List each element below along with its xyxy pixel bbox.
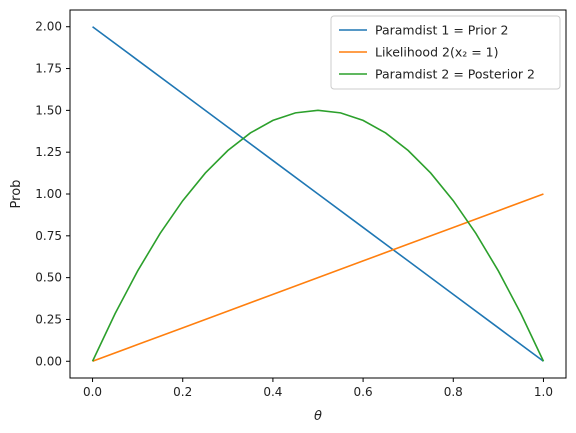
y-tick-label: 0.50 (35, 271, 62, 285)
legend-label-1: Paramdist 1 = Prior 2 (375, 23, 508, 38)
x-tick-label: 0.0 (83, 385, 102, 399)
legend-frame (330, 15, 561, 90)
y-tick-label: 0.25 (35, 312, 62, 326)
x-axis-ticks: 0.0 0.2 0.4 0.6 0.8 1.0 (83, 378, 553, 399)
y-tick-label: 0.00 (35, 354, 62, 368)
x-tick-label: 0.6 (354, 385, 373, 399)
plot-area (91, 26, 545, 363)
y-tick-label: 2.00 (35, 20, 62, 34)
legend: Paramdist 1 = Prior 2 Likelihood 2(x₂ = 1… (330, 15, 561, 90)
series-line-1 (92, 26, 544, 362)
x-tick-label: 0.8 (444, 385, 463, 399)
x-axis-label: θ (314, 409, 322, 424)
y-tick-label: 0.75 (35, 229, 62, 243)
y-tick-label: 1.00 (35, 187, 62, 201)
x-tick-label: 1.0 (534, 385, 553, 399)
y-tick-label: 1.50 (35, 103, 62, 117)
y-tick-label: 1.25 (35, 145, 62, 159)
x-tick-label: 0.2 (173, 385, 192, 399)
y-axis-ticks: 0.00 0.25 0.50 0.75 1.00 1.25 1.50 1.75 2.00 (35, 20, 70, 368)
legend-label-2: Likelihood 2(x₂ = 1) (375, 45, 498, 60)
axes-frame (69, 9, 567, 379)
legend-label-3: Paramdist 2 = Posterior 2 (375, 67, 535, 82)
y-tick-label: 1.75 (35, 62, 62, 76)
y-axis-label: Prob (9, 180, 24, 209)
series-line-3 (91, 109, 545, 362)
x-tick-label: 0.4 (263, 385, 282, 399)
